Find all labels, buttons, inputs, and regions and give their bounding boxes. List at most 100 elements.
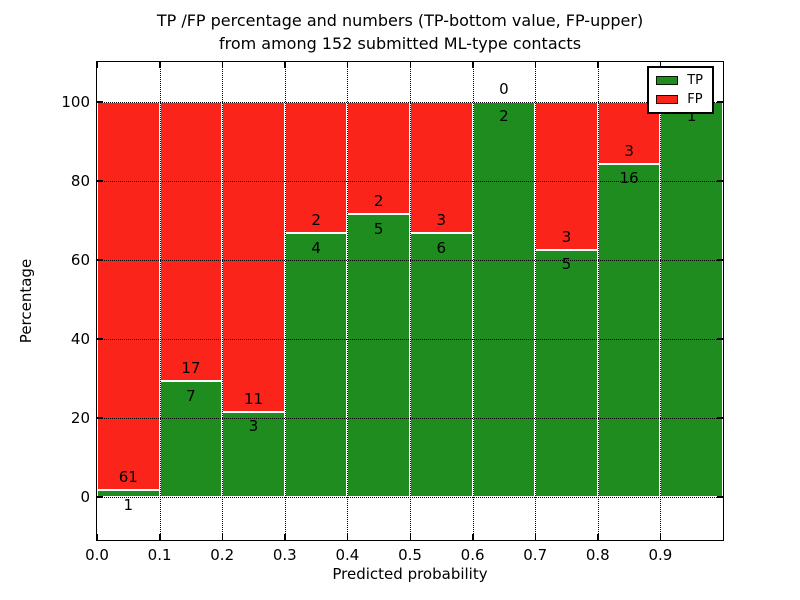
y-axis-label: Percentage [17, 258, 35, 344]
bar-segment-tp [535, 249, 598, 497]
y-tick-mark [97, 180, 103, 182]
x-tick-label: 0.4 [335, 546, 360, 564]
x-tick-mark-top [659, 62, 662, 68]
tp-count-label: 2 [499, 107, 509, 125]
x-tick-mark [534, 534, 537, 540]
vertical-gridline [159, 62, 161, 540]
y-tick-label: 100 [61, 92, 90, 111]
x-tick-mark [597, 534, 599, 540]
tp-count-label: 5 [373, 219, 384, 238]
horizontal-gridline [97, 259, 723, 261]
fp-count-label: 0 [499, 79, 509, 98]
x-tick-mark-top [284, 62, 286, 68]
tp-count-label: 1 [123, 495, 134, 514]
fp-count-label: 11 [243, 389, 264, 408]
x-tick-mark [472, 534, 474, 540]
legend-label-fp: FP [687, 92, 703, 107]
vertical-gridline [472, 62, 474, 540]
tp-count-label: 7 [186, 386, 196, 405]
x-tick-label: 0.6 [460, 546, 485, 564]
x-tick-label: 0.2 [210, 546, 235, 564]
tp-count-label: 4 [311, 238, 321, 257]
vertical-gridline [535, 62, 537, 540]
y-tick-mark-right [717, 259, 723, 261]
x-tick-mark-top [597, 62, 599, 68]
x-tick-mark [346, 534, 349, 540]
x-axis-label: Predicted probability [332, 565, 488, 583]
x-tick-label: 0.0 [85, 546, 109, 564]
tp-count-label: 3 [248, 417, 259, 436]
y-tick-label: 80 [70, 171, 90, 190]
bar-segment-tp [472, 101, 536, 497]
y-tick-mark-right [717, 180, 723, 182]
x-tick-mark [159, 534, 161, 540]
y-tick-mark [97, 496, 103, 498]
horizontal-gridline [97, 338, 723, 340]
fp-count-label: 61 [118, 468, 138, 487]
x-tick-mark-top [96, 62, 98, 68]
vertical-gridline [410, 62, 411, 540]
x-tick-label: 0.3 [272, 546, 297, 564]
y-tick-label: 60 [70, 250, 90, 269]
fp-count-label: 3 [561, 227, 572, 246]
x-tick-mark [221, 534, 224, 540]
bar-segment-fp [97, 101, 160, 491]
legend: TP FP [647, 66, 714, 114]
x-tick-mark-top [472, 62, 474, 68]
fp-count-label: 2 [311, 211, 321, 230]
legend-swatch-fp [656, 95, 679, 104]
legend-label-tp: TP [687, 73, 703, 88]
bar-segment-tp [347, 214, 410, 497]
tp-count-label: 1 [686, 107, 697, 125]
y-tick-mark [97, 101, 103, 103]
bar-segment-tp [97, 490, 160, 497]
bar-segment-fp [535, 101, 598, 250]
tp-count-label: 6 [436, 238, 447, 257]
y-tick-mark [97, 417, 103, 419]
x-tick-mark-top [346, 62, 349, 68]
vertical-gridline [347, 62, 349, 540]
y-tick-mark-right [717, 496, 723, 498]
bar-segment-tp [284, 233, 348, 497]
horizontal-gridline [97, 180, 723, 182]
x-tick-label: 0.5 [398, 546, 422, 564]
x-tick-mark [284, 534, 286, 540]
vertical-gridline [660, 62, 662, 540]
legend-swatch-tp [656, 76, 679, 85]
x-tick-mark-top [159, 62, 161, 68]
x-tick-mark-top [534, 62, 537, 68]
y-tick-mark-right [717, 417, 723, 419]
y-tick-mark [97, 259, 103, 261]
x-tick-label: 0.9 [648, 546, 673, 564]
bar-segment-tp [597, 163, 661, 497]
x-tick-mark-top [409, 62, 411, 68]
fp-count-label: 3 [624, 141, 634, 160]
vertical-gridline [284, 62, 286, 540]
tp-count-label: 5 [561, 255, 572, 274]
fp-count-label: 17 [181, 359, 201, 378]
legend-item-fp: FP [656, 93, 703, 106]
y-tick-label: 20 [70, 408, 90, 427]
horizontal-gridline [97, 496, 723, 498]
y-tick-mark-right [717, 338, 723, 340]
plot-area: 611177113242536023531601TPFP [96, 61, 724, 541]
vertical-gridline [222, 62, 224, 540]
x-tick-mark [659, 534, 662, 540]
legend-item-tp: TP [656, 74, 703, 87]
x-tick-label: 0.1 [147, 546, 172, 564]
bar-segment-fp [410, 101, 473, 234]
x-tick-mark-top [221, 62, 224, 68]
tp-count-label: 16 [619, 169, 639, 188]
chart-title: TP /FP percentage and numbers (TP-bottom… [156, 11, 644, 53]
x-tick-mark [96, 534, 98, 540]
y-tick-label: 0 [80, 487, 90, 506]
bar-segment-fp [284, 101, 348, 234]
y-tick-mark [97, 338, 103, 340]
fp-count-label: 2 [373, 192, 384, 211]
bar-segment-tp [410, 233, 473, 497]
horizontal-gridline [97, 417, 723, 419]
vertical-gridline [597, 62, 599, 540]
y-tick-mark-right [717, 101, 723, 103]
x-tick-label: 0.7 [523, 546, 548, 564]
